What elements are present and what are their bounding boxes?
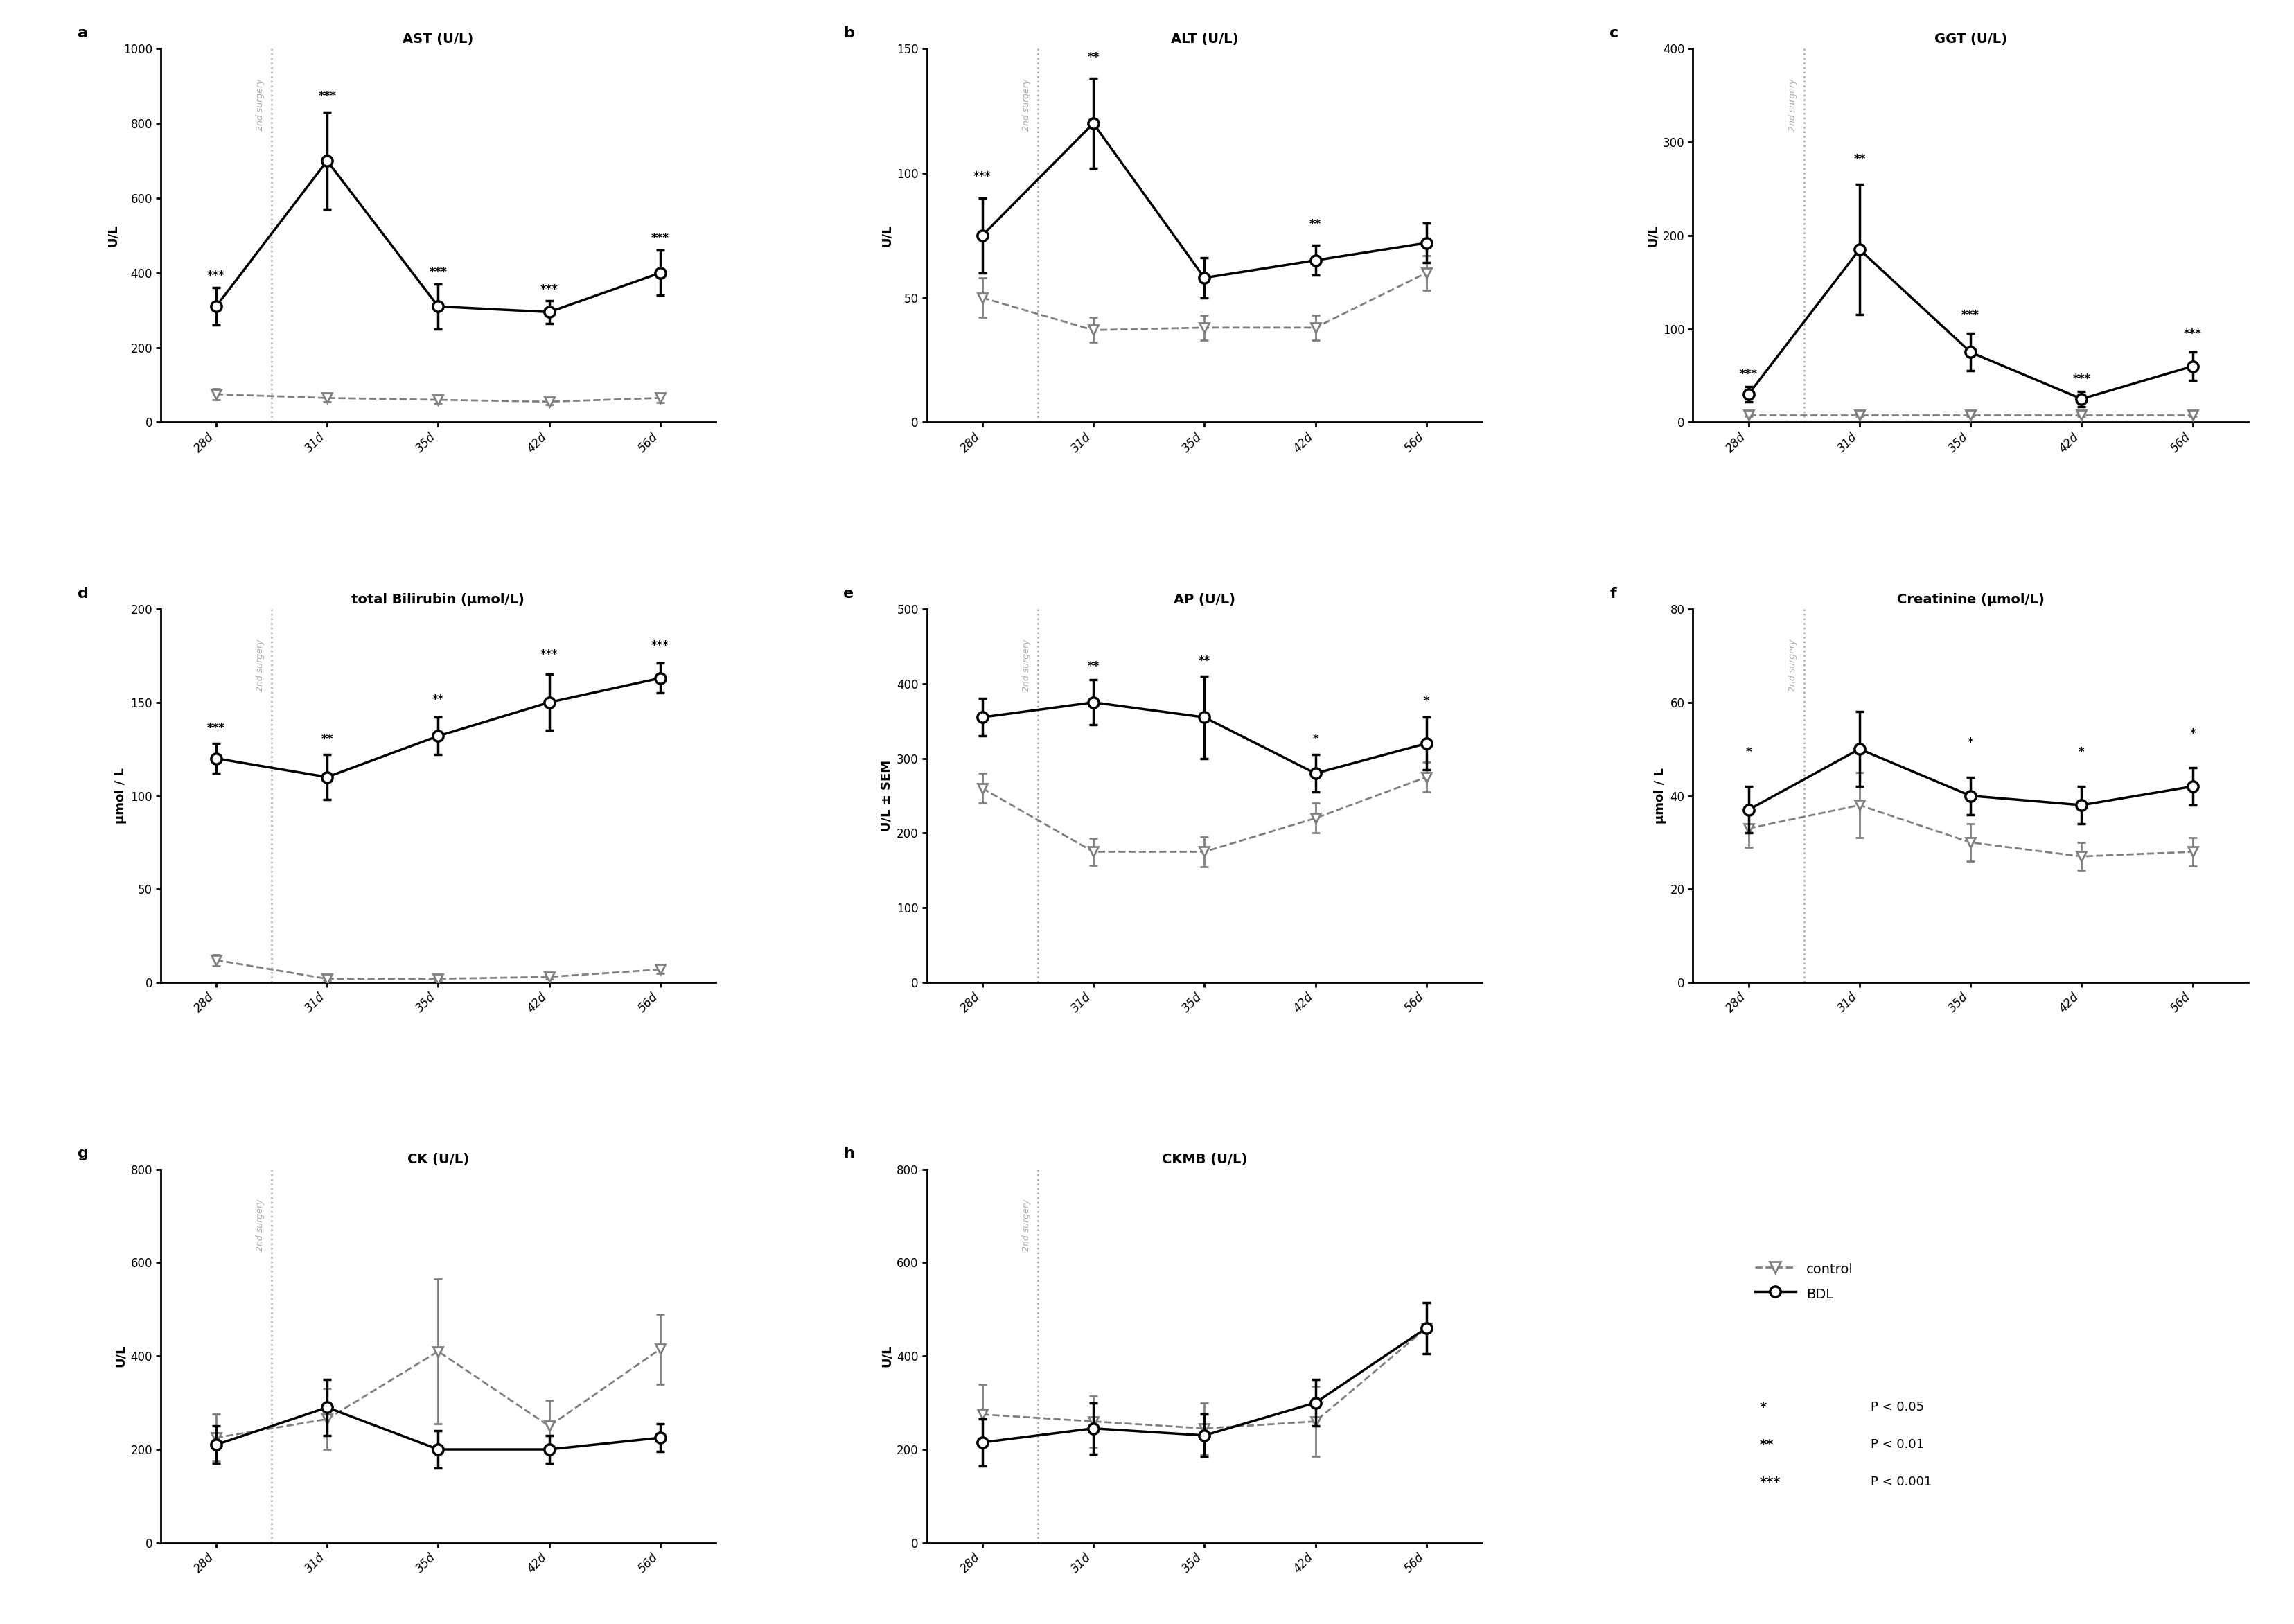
Text: ***: ***	[541, 650, 557, 661]
Text: *: *	[1425, 695, 1429, 708]
Text: **: **	[321, 732, 333, 745]
Text: ***: ***	[319, 91, 337, 102]
Text: **: **	[1087, 52, 1099, 63]
Title: CKMB (U/L): CKMB (U/L)	[1161, 1153, 1248, 1166]
Y-axis label: μmol / L: μmol / L	[1654, 768, 1665, 823]
Y-axis label: U/L: U/L	[881, 1345, 892, 1367]
Text: ***: ***	[973, 171, 991, 184]
Text: ***: ***	[2071, 372, 2090, 385]
Text: ***: ***	[429, 266, 447, 278]
Text: **: **	[1854, 153, 1865, 166]
Text: ***: ***	[651, 232, 670, 245]
Text: b: b	[844, 26, 853, 41]
Text: c: c	[1610, 26, 1620, 41]
Title: AP (U/L): AP (U/L)	[1175, 593, 1234, 606]
Text: P < 0.001: P < 0.001	[1870, 1476, 1932, 1488]
Text: P < 0.01: P < 0.01	[1870, 1439, 1925, 1450]
Text: e: e	[844, 586, 853, 601]
Text: **: **	[1087, 659, 1099, 672]
Text: ***: ***	[1961, 309, 1980, 322]
Text: P < 0.05: P < 0.05	[1870, 1402, 1925, 1413]
Text: *: *	[2078, 745, 2085, 758]
Title: CK (U/L): CK (U/L)	[408, 1153, 468, 1166]
Y-axis label: U/L: U/L	[108, 224, 119, 247]
Text: *: *	[2188, 728, 2195, 741]
Text: h: h	[844, 1147, 853, 1161]
Text: *: *	[1968, 737, 1973, 749]
Text: 2nd surgery: 2nd surgery	[1789, 78, 1796, 132]
Text: 2nd surgery: 2nd surgery	[1023, 1199, 1030, 1252]
Title: ALT (U/L): ALT (U/L)	[1170, 32, 1239, 45]
Text: **: **	[1197, 654, 1211, 667]
Text: g: g	[78, 1147, 87, 1161]
Text: 2nd surgery: 2nd surgery	[1023, 78, 1030, 132]
Y-axis label: U/L: U/L	[1647, 224, 1659, 247]
Text: 2nd surgery: 2nd surgery	[1789, 638, 1796, 692]
Text: ***: ***	[651, 640, 670, 651]
Text: *: *	[1759, 1402, 1766, 1415]
Text: ***: ***	[541, 284, 557, 296]
Y-axis label: U/L: U/L	[115, 1345, 126, 1367]
Legend: control, BDL: control, BDL	[1755, 1260, 1854, 1302]
Y-axis label: μmol / L: μmol / L	[115, 768, 126, 823]
Text: ***: ***	[1739, 367, 1757, 380]
Text: *: *	[1312, 734, 1319, 745]
Text: 2nd surgery: 2nd surgery	[257, 638, 266, 692]
Text: *: *	[1746, 745, 1750, 758]
Text: 2nd surgery: 2nd surgery	[257, 1199, 266, 1252]
Text: **: **	[431, 693, 445, 706]
Title: GGT (U/L): GGT (U/L)	[1934, 32, 2007, 45]
Text: **: **	[1759, 1439, 1773, 1452]
Text: 2nd surgery: 2nd surgery	[257, 78, 266, 132]
Text: ***: ***	[206, 721, 225, 734]
Text: d: d	[78, 586, 87, 601]
Title: AST (U/L): AST (U/L)	[404, 32, 473, 45]
Y-axis label: U/L: U/L	[881, 224, 892, 247]
Text: a: a	[78, 26, 87, 41]
Y-axis label: U/L ± SEM: U/L ± SEM	[881, 760, 892, 831]
Text: 2nd surgery: 2nd surgery	[1023, 638, 1030, 692]
Text: f: f	[1610, 586, 1617, 601]
Title: total Bilirubin (μmol/L): total Bilirubin (μmol/L)	[351, 593, 525, 606]
Text: **: **	[1310, 218, 1321, 231]
Text: ***: ***	[2184, 328, 2202, 339]
Title: Creatinine (μmol/L): Creatinine (μmol/L)	[1897, 593, 2044, 606]
Text: ***: ***	[1759, 1476, 1780, 1489]
Text: ***: ***	[206, 270, 225, 283]
